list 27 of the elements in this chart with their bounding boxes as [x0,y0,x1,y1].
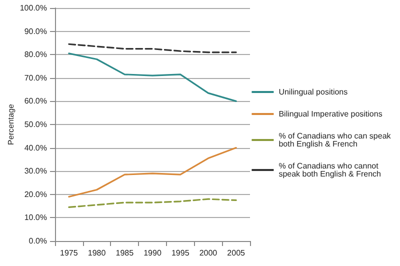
y-tick-label: 10.0% [24,213,47,222]
x-tick-label: 1980 [88,248,106,258]
line-series [68,147,237,198]
y-tick-label: 70.0% [24,73,47,82]
legend-label: Bilingual Imperative positions [278,110,382,118]
y-tick-label: 60.0% [24,96,47,106]
x-tick-label: 1985 [116,248,134,258]
y-tick-label: 90.0% [24,26,47,36]
y-tick-label: 80.0% [24,50,47,60]
y-tick-label: 40.0% [24,143,47,152]
y-tick-label: 30.0% [24,166,47,176]
x-tick-label: 2005 [227,248,246,258]
y-tick-label: 0.0% [28,236,47,246]
legend-label: Unilingual positions [278,88,348,96]
legend-label: % of Canadians who can speak both English & French [278,132,394,148]
line-series [68,52,237,102]
x-tick-label: 2000 [199,248,218,258]
legend-label: % of Canadians who cannot speak both English & French [278,162,381,178]
y-axis-title: Percentage [6,103,16,145]
x-tick-label: 1995 [171,248,190,258]
y-tick-label: 20.0% [24,190,47,199]
x-tick-label: 1990 [144,248,162,258]
line-series [68,43,237,54]
y-tick-label: 50.0% [24,120,47,129]
x-tick-label: 1975 [60,248,78,258]
line-series [68,198,237,208]
y-tick-label: 100.0% [20,4,47,12]
